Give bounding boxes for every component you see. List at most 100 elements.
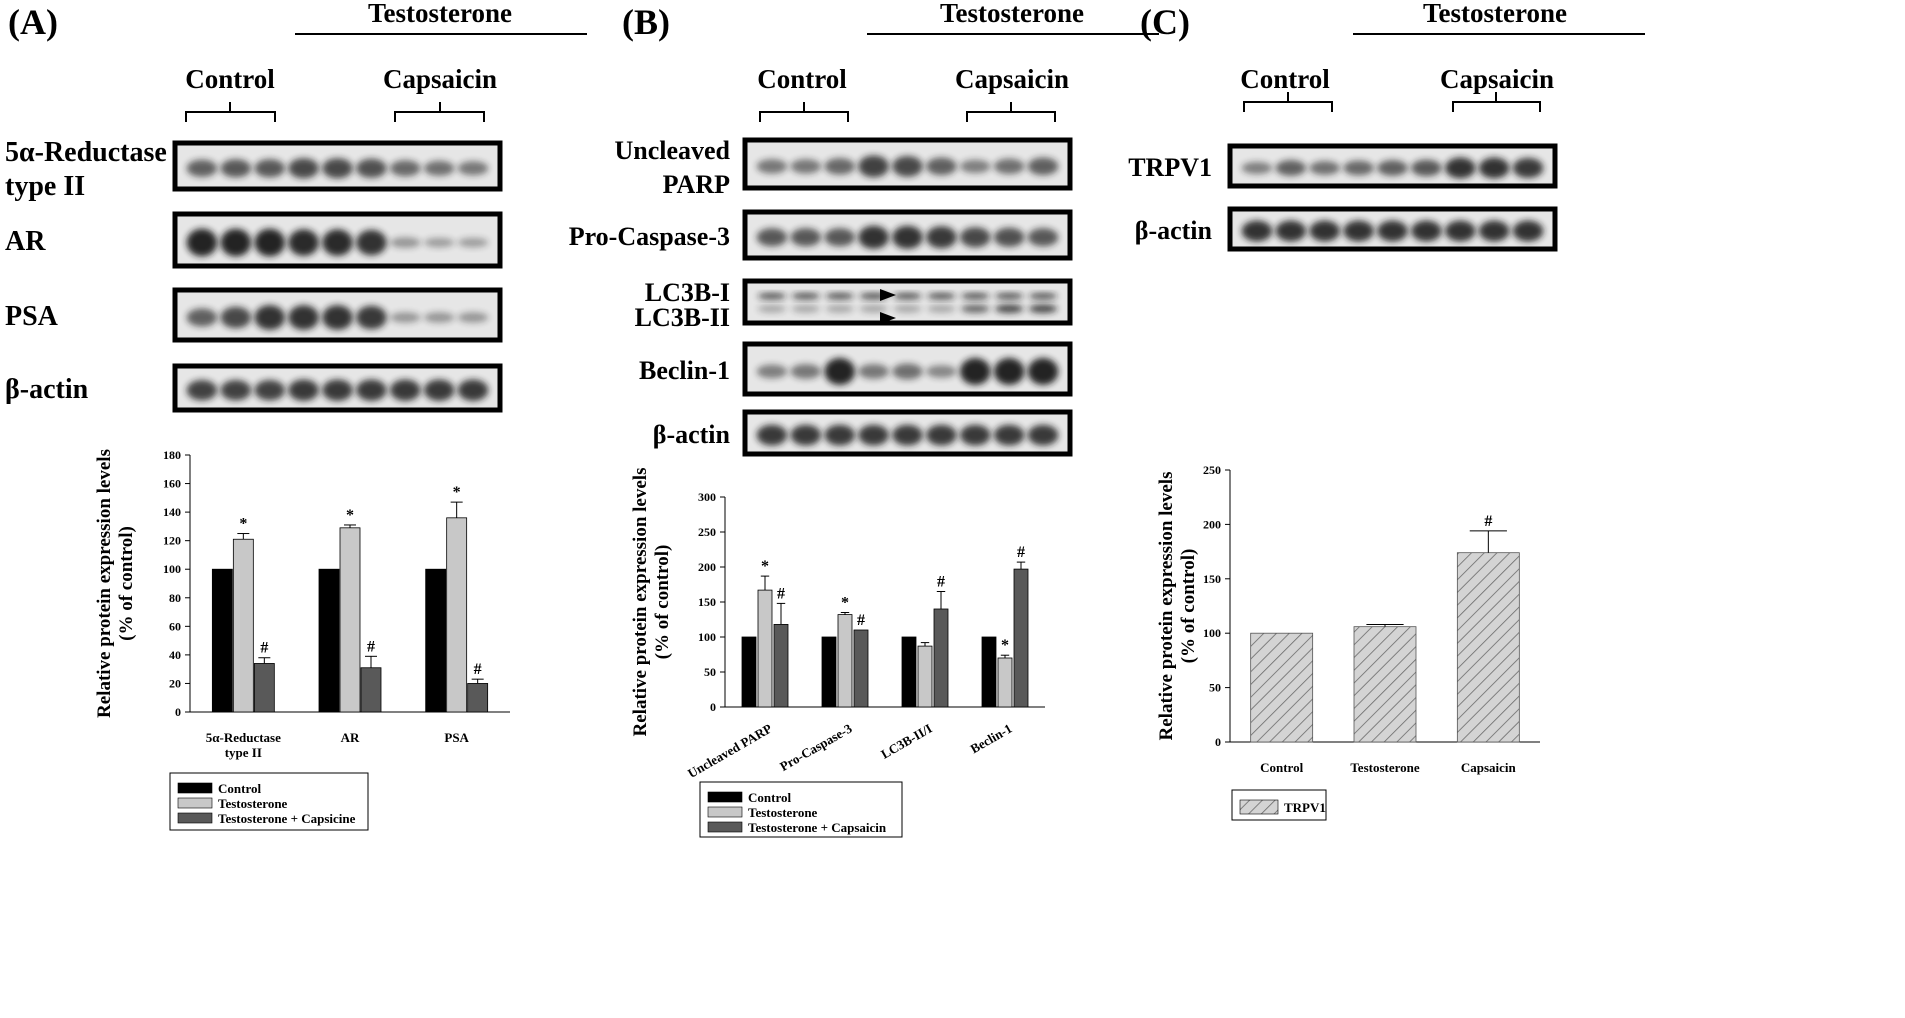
legend-label: TRPV1 — [1284, 800, 1326, 815]
bar-testosterone-capsaicin — [853, 629, 869, 708]
bar-control — [425, 568, 447, 713]
category-label: Testosterone — [1350, 760, 1420, 775]
panel-letter-c: (C) — [1140, 2, 1190, 42]
bar-control — [211, 568, 233, 713]
legend-swatch — [177, 782, 213, 794]
category-label: Pro-Caspase-3 — [777, 720, 855, 774]
bar-trpv1 — [1250, 632, 1314, 743]
treatment-header-b: Testosterone — [940, 0, 1084, 28]
bar-testosterone — [917, 645, 933, 708]
significance-mark: * — [841, 595, 849, 612]
legend-swatch — [707, 791, 743, 803]
y-tick-label: 0 — [1215, 735, 1221, 749]
blot-band — [825, 304, 854, 313]
significance-mark: # — [367, 638, 375, 655]
blot-band — [254, 379, 285, 401]
blot-band — [1275, 160, 1307, 176]
legend-swatch — [177, 812, 213, 824]
blot-label: β-actin — [653, 420, 731, 449]
blot-band — [994, 304, 1024, 314]
blot-band — [960, 159, 991, 174]
y-tick-label: 160 — [163, 477, 181, 491]
blot-band — [1478, 220, 1510, 242]
legend-swatch — [177, 797, 213, 809]
y-tick-label: 100 — [1203, 626, 1221, 640]
blot-band — [457, 312, 489, 323]
bar-testosterone — [446, 517, 468, 713]
y-tick-label: 300 — [698, 490, 716, 504]
blot-frame-b-2 — [742, 278, 1073, 326]
capsaicin-header-c: Capsaicin — [1440, 64, 1554, 94]
category-label: Control — [1260, 760, 1303, 775]
y-tick-label: 180 — [163, 448, 181, 462]
blot-band — [757, 304, 787, 313]
y-axis-title-line2: (% of control) — [1178, 549, 1199, 664]
blot-band — [926, 365, 957, 378]
blot-band — [186, 379, 218, 401]
y-tick-label: 60 — [169, 619, 181, 633]
blot-band — [994, 293, 1024, 300]
legend-label: Testosterone — [748, 805, 818, 820]
y-tick-label: 150 — [698, 595, 716, 609]
blot-band — [423, 160, 455, 176]
y-tick-label: 0 — [175, 705, 181, 719]
blot-band — [858, 364, 889, 379]
blot-band — [756, 159, 788, 174]
blot-band — [756, 424, 788, 446]
category-label-line: type II — [225, 745, 262, 760]
blot-band — [1309, 161, 1340, 175]
blot-label: PARP — [663, 170, 731, 199]
blot-band — [322, 379, 353, 401]
blot-band — [457, 161, 489, 176]
blot-band — [961, 293, 990, 300]
y-tick-label: 20 — [169, 676, 181, 690]
blot-band — [220, 228, 252, 257]
bar-control — [821, 636, 837, 708]
blot-band — [1343, 160, 1374, 176]
blot-label: Uncleaved — [614, 136, 730, 165]
control-header-a: Control — [185, 64, 275, 94]
significance-mark: # — [260, 640, 268, 657]
blot-band — [1377, 220, 1408, 242]
control-bracket-a — [185, 102, 276, 122]
y-tick-label: 250 — [698, 525, 716, 539]
legend-label: Testosterone + Capsicine — [218, 811, 356, 826]
capsaicin-header-a: Capsaicin — [383, 64, 497, 94]
blot-band — [288, 305, 319, 330]
blot-band — [423, 237, 455, 248]
blot-band — [390, 312, 421, 323]
y-tick-label: 150 — [1203, 572, 1221, 586]
blot-band — [824, 358, 855, 385]
blot-band — [790, 159, 822, 174]
blot-band — [1027, 424, 1059, 446]
bar-trpv1 — [1456, 552, 1520, 743]
y-tick-label: 250 — [1203, 463, 1221, 477]
blot-band — [927, 304, 956, 313]
capsaicin-header-b: Capsaicin — [955, 64, 1069, 94]
y-axis-title-line1: Relative protein expression levels — [1156, 472, 1177, 741]
blot-label: 5α-Reductase — [5, 137, 167, 168]
blot-band — [824, 158, 855, 175]
blot-band — [423, 379, 455, 401]
blot-band — [757, 293, 787, 300]
blot-band — [1512, 220, 1544, 242]
blot-band — [1377, 160, 1408, 176]
blot-band — [926, 157, 957, 176]
blot-label: AR — [5, 226, 46, 257]
blot-band — [356, 158, 387, 178]
y-axis-title-line1: Relative protein expression levels — [94, 449, 115, 718]
y-tick-label: 200 — [1203, 517, 1221, 531]
blot-band — [893, 304, 922, 313]
blot-band — [791, 304, 821, 313]
bar-testosterone-capsicine — [253, 663, 275, 713]
blot-band — [1241, 161, 1273, 175]
blot-band — [457, 379, 489, 401]
bar-control — [318, 568, 340, 713]
blot-band — [756, 364, 788, 379]
treatment-header-a: Testosterone — [368, 0, 512, 28]
bar-testosterone-capsicine — [360, 667, 382, 713]
blot-band — [858, 155, 889, 178]
significance-mark: # — [1017, 544, 1025, 561]
blot-band — [892, 363, 923, 380]
blot-band — [892, 424, 923, 446]
